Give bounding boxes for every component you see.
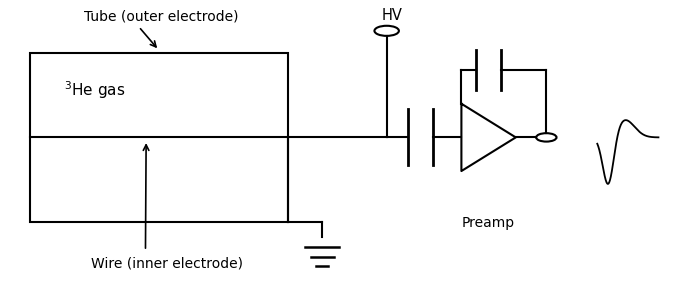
Text: HV: HV	[382, 8, 402, 23]
Text: Tube (outer electrode): Tube (outer electrode)	[84, 10, 239, 24]
Bar	[30, 53, 288, 222]
Text: Wire (inner electrode): Wire (inner electrode)	[91, 257, 243, 271]
Text: Preamp: Preamp	[462, 216, 515, 230]
Text: $^3$He gas: $^3$He gas	[64, 79, 125, 101]
